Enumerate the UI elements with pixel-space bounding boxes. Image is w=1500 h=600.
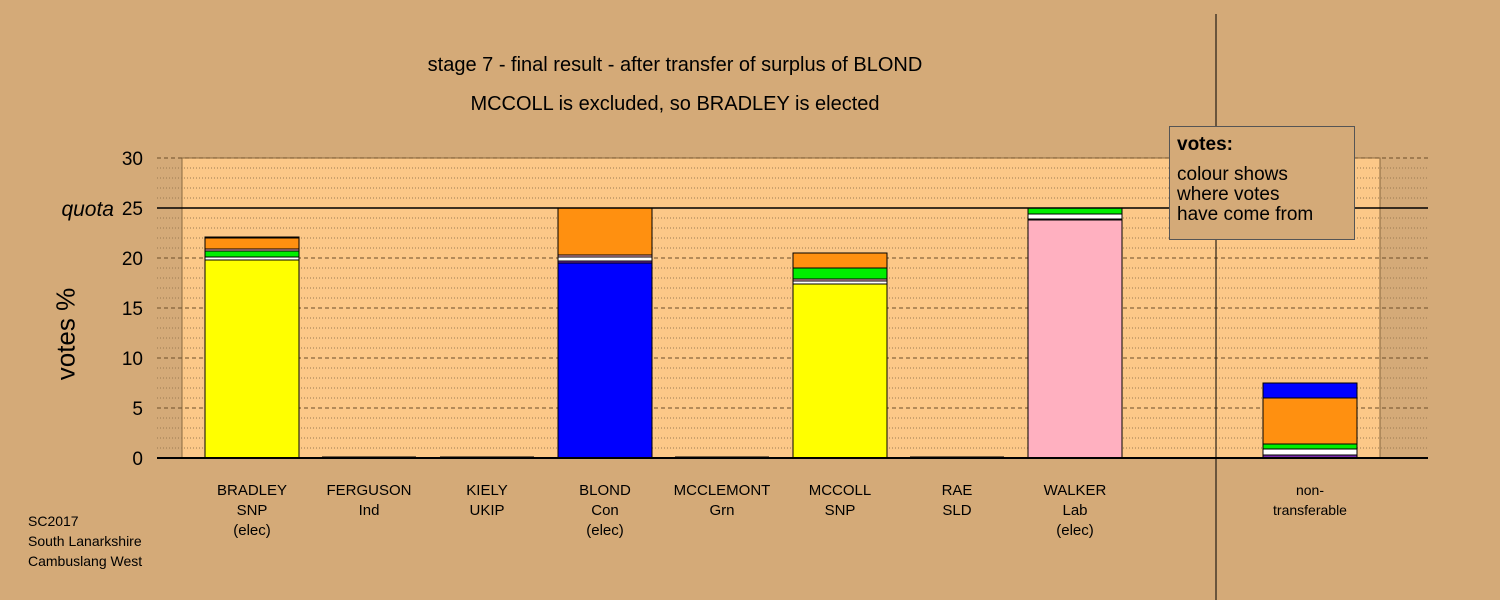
x-tick-label: (elec) [586, 522, 624, 539]
bar-segment-con [1262, 382, 1358, 399]
bar-segment-grn [204, 250, 300, 258]
y-tick-label: 0 [132, 449, 143, 470]
bar-segment-sld [557, 256, 653, 262]
y-tick-labels: 0 5 10 15 20 25 30 quota [61, 149, 143, 470]
x-tick-label: SNP [825, 502, 856, 519]
x-tick-label: Con [591, 502, 619, 519]
footer-note: SC2017 South Lanarkshire Cambuslang West [28, 511, 142, 571]
x-tick-label: FERGUSON [326, 482, 411, 499]
y-tick-label: 10 [122, 349, 143, 370]
x-tick-label: SNP [237, 502, 268, 519]
footer-line: South Lanarkshire [28, 533, 142, 549]
chart-title: stage 7 - final result - after transfer … [427, 54, 923, 76]
x-tick-label: Lab [1062, 502, 1087, 519]
bar-segment-sld [1027, 213, 1123, 220]
bar-blond [557, 207, 653, 459]
footer-line: Cambuslang West [28, 553, 143, 569]
x-tick-label: UKIP [469, 502, 504, 519]
y-tick-label: 5 [132, 399, 143, 420]
bar-segment-snp [204, 259, 300, 459]
legend-line: have come from [1177, 204, 1314, 225]
bar-segment-ind [557, 207, 653, 256]
legend-heading: votes: [1177, 134, 1233, 155]
x-tick-label: MCCLEMONT [674, 482, 771, 499]
bar-segment-grn [1027, 207, 1123, 215]
y-axis-label: votes % [50, 287, 81, 381]
legend-line: where votes [1177, 184, 1280, 205]
bar-segment-grn [1262, 443, 1358, 450]
bar-segment-snp [792, 283, 888, 459]
x-tick-labels: BRADLEY SNP (elec) FERGUSON Ind KIELY UKIP BLON… [217, 482, 1347, 539]
x-tick-label: non- [1296, 482, 1324, 498]
bars [204, 207, 1358, 459]
x-tick-label: Grn [709, 502, 734, 519]
legend-line: colour shows [1177, 164, 1288, 185]
bar-bradley [204, 236, 300, 459]
y-tick-label: 20 [122, 249, 143, 270]
bar-segment-grn [792, 267, 888, 280]
footer-line: SC2017 [28, 513, 79, 529]
x-tick-label: Ind [359, 502, 380, 519]
quota-label: quota [61, 198, 114, 221]
bar-segment-ukip [204, 236, 300, 239]
chart-subtitle: MCCOLL is excluded, so BRADLEY is electe… [470, 93, 880, 115]
legend-box: votes: colour shows where votes have com… [1169, 126, 1355, 240]
bar-segment-lab [1027, 219, 1123, 459]
x-tick-label: MCCOLL [809, 482, 872, 499]
x-tick-label: (elec) [1056, 522, 1094, 539]
x-tick-label: WALKER [1044, 482, 1107, 499]
x-tick-label: (elec) [233, 522, 271, 539]
y-tick-label: 30 [122, 149, 143, 170]
bar-mccoll [792, 252, 888, 459]
bar-segment-con [557, 262, 653, 459]
bar-non [1262, 382, 1358, 459]
x-tick-label: transferable [1273, 502, 1347, 518]
y-tick-label: 15 [122, 299, 143, 320]
bar-segment-ind [204, 237, 300, 250]
y-tick-label: 25 [122, 199, 143, 220]
bar-segment-sld [1262, 448, 1358, 456]
x-tick-label: RAE [942, 482, 973, 499]
x-tick-label: BLOND [579, 482, 631, 499]
bar-segment-ind [1262, 397, 1358, 445]
bar-segment-ind [792, 252, 888, 269]
bar-walker [1027, 207, 1123, 459]
x-tick-label: SLD [942, 502, 971, 519]
x-tick-label: KIELY [466, 482, 507, 499]
x-tick-label: BRADLEY [217, 482, 287, 499]
